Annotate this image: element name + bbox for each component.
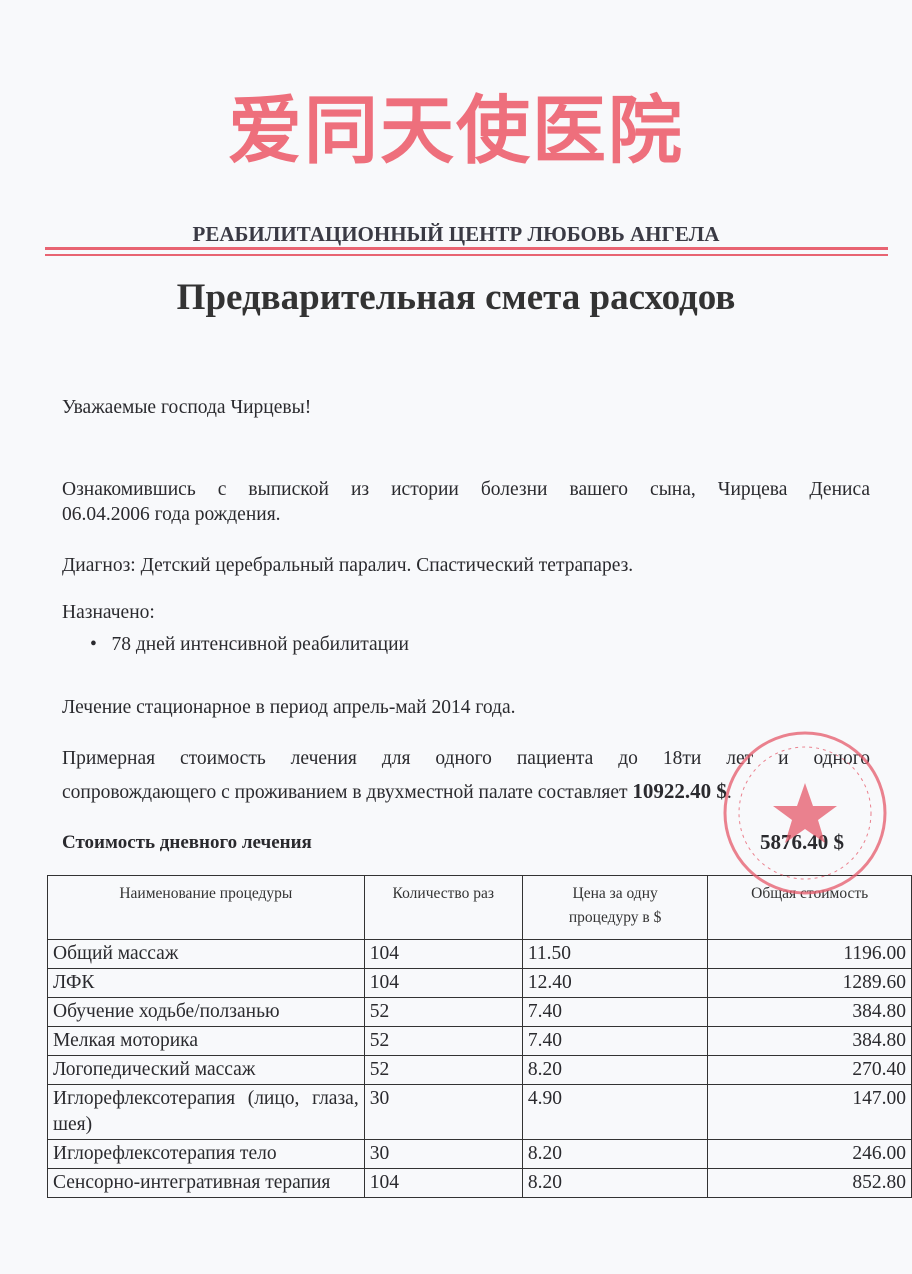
- table-row: Обучение ходьбе/ползанью 52 7.40 384.80: [47, 997, 912, 1027]
- divider-line: [45, 254, 888, 256]
- count: 104: [363, 1168, 523, 1198]
- treatment-period: Лечение стационарное в период апрель-май…: [62, 697, 516, 718]
- table-header-row: Наименование процедуры Количество раз Це…: [47, 875, 912, 940]
- price: 7.40: [521, 1026, 709, 1056]
- total: 384.80: [707, 997, 912, 1027]
- table-row: Мелкая моторика 52 7.40 384.80: [47, 1026, 912, 1056]
- total: 1289.60: [707, 968, 912, 998]
- price: 8.20: [521, 1055, 709, 1085]
- total: 270.40: [707, 1055, 912, 1085]
- total: 147.00: [707, 1084, 912, 1140]
- procedure-name: Мелкая моторика: [47, 1026, 365, 1056]
- intro-text: Ознакомившись с выпиской из истории боле…: [62, 479, 870, 500]
- day-cost-label: Стоимость дневного лечения: [62, 832, 312, 853]
- price: 11.50: [521, 939, 709, 969]
- procedure-name: Сенсорно-интегративная терапия: [47, 1168, 365, 1198]
- price: 7.40: [521, 997, 709, 1027]
- procedures-table: Наименование процедуры Количество раз Це…: [47, 875, 912, 1198]
- count: 30: [363, 1084, 523, 1140]
- price: 4.90: [521, 1084, 709, 1140]
- table-row: Иглорефлексотерапия (лицо, глаза, шея) 30…: [47, 1084, 912, 1140]
- cost-text-line: сопровождающего с проживанием в двухмест…: [62, 782, 628, 803]
- table-row: Логопедический массаж 52 8.20 270.40: [47, 1055, 912, 1085]
- page-title: Предварительная смета расходов: [176, 277, 736, 318]
- diagnosis: Диагноз: Детский церебральный паралич. С…: [62, 555, 634, 576]
- table-row: Сенсорно-интегративная терапия 104 8.20 852…: [47, 1168, 912, 1198]
- total: 384.80: [707, 1026, 912, 1056]
- procedure-name: Иглорефлексотерапия тело: [47, 1139, 365, 1169]
- header-name: Наименование процедуры: [47, 875, 365, 940]
- table-row: Общий массаж 104 11.50 1196.00: [47, 939, 912, 969]
- count: 52: [363, 1026, 523, 1056]
- price: 8.20: [521, 1139, 709, 1169]
- cost-text: Примерная стоимость лечения для одного п…: [62, 748, 870, 769]
- day-cost-value: 5876.40 $: [760, 830, 844, 854]
- procedure-name: Иглорефлексотерапия (лицо, глаза, шея): [47, 1084, 365, 1140]
- cost-text: сопровождающего с проживанием в двухмест…: [62, 779, 732, 803]
- count: 104: [363, 939, 523, 969]
- count: 104: [363, 968, 523, 998]
- prescribed-item-text: 78 дней интенсивной реабилитации: [111, 634, 409, 655]
- procedure-name: Общий массаж: [47, 939, 365, 969]
- count: 30: [363, 1139, 523, 1169]
- total: 852.80: [707, 1168, 912, 1198]
- hospital-logo: 爱同天使医院: [228, 88, 684, 174]
- center-name: РЕАБИЛИТАЦИОННЫЙ ЦЕНТР ЛЮБОВЬ АНГЕЛА: [192, 222, 720, 246]
- table-row: Иглорефлексотерапия тело 30 8.20 246.00: [47, 1139, 912, 1169]
- header-count: Количество раз: [363, 875, 523, 940]
- greeting: Уважаемые господа Чирцевы!: [62, 397, 312, 418]
- header-total: Общая стоимость: [707, 875, 912, 940]
- bullet-icon: •: [90, 634, 97, 655]
- count: 52: [363, 997, 523, 1027]
- table-row: ЛФК 104 12.40 1289.60: [47, 968, 912, 998]
- prescribed-item: • 78 дней интенсивной реабилитации: [90, 632, 870, 657]
- total: 1196.00: [707, 939, 912, 969]
- procedure-name: ЛФК: [47, 968, 365, 998]
- price: 12.40: [521, 968, 709, 998]
- price: 8.20: [521, 1168, 709, 1198]
- header-price: Цена за одну процедуру в $: [521, 875, 709, 940]
- cost-total: 10922.40 $: [632, 779, 727, 803]
- count: 52: [363, 1055, 523, 1085]
- divider-line: [45, 247, 888, 250]
- procedure-name: Логопедический массаж: [47, 1055, 365, 1085]
- procedure-name: Обучение ходьбе/ползанью: [47, 997, 365, 1027]
- intro-text: 06.04.2006 года рождения.: [62, 504, 281, 525]
- prescribed-label: Назначено:: [62, 602, 155, 623]
- total: 246.00: [707, 1139, 912, 1169]
